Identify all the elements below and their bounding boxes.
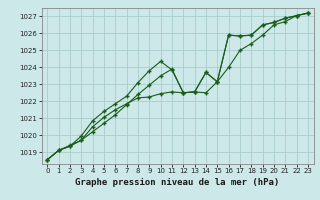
X-axis label: Graphe pression niveau de la mer (hPa): Graphe pression niveau de la mer (hPa) [76,178,280,187]
